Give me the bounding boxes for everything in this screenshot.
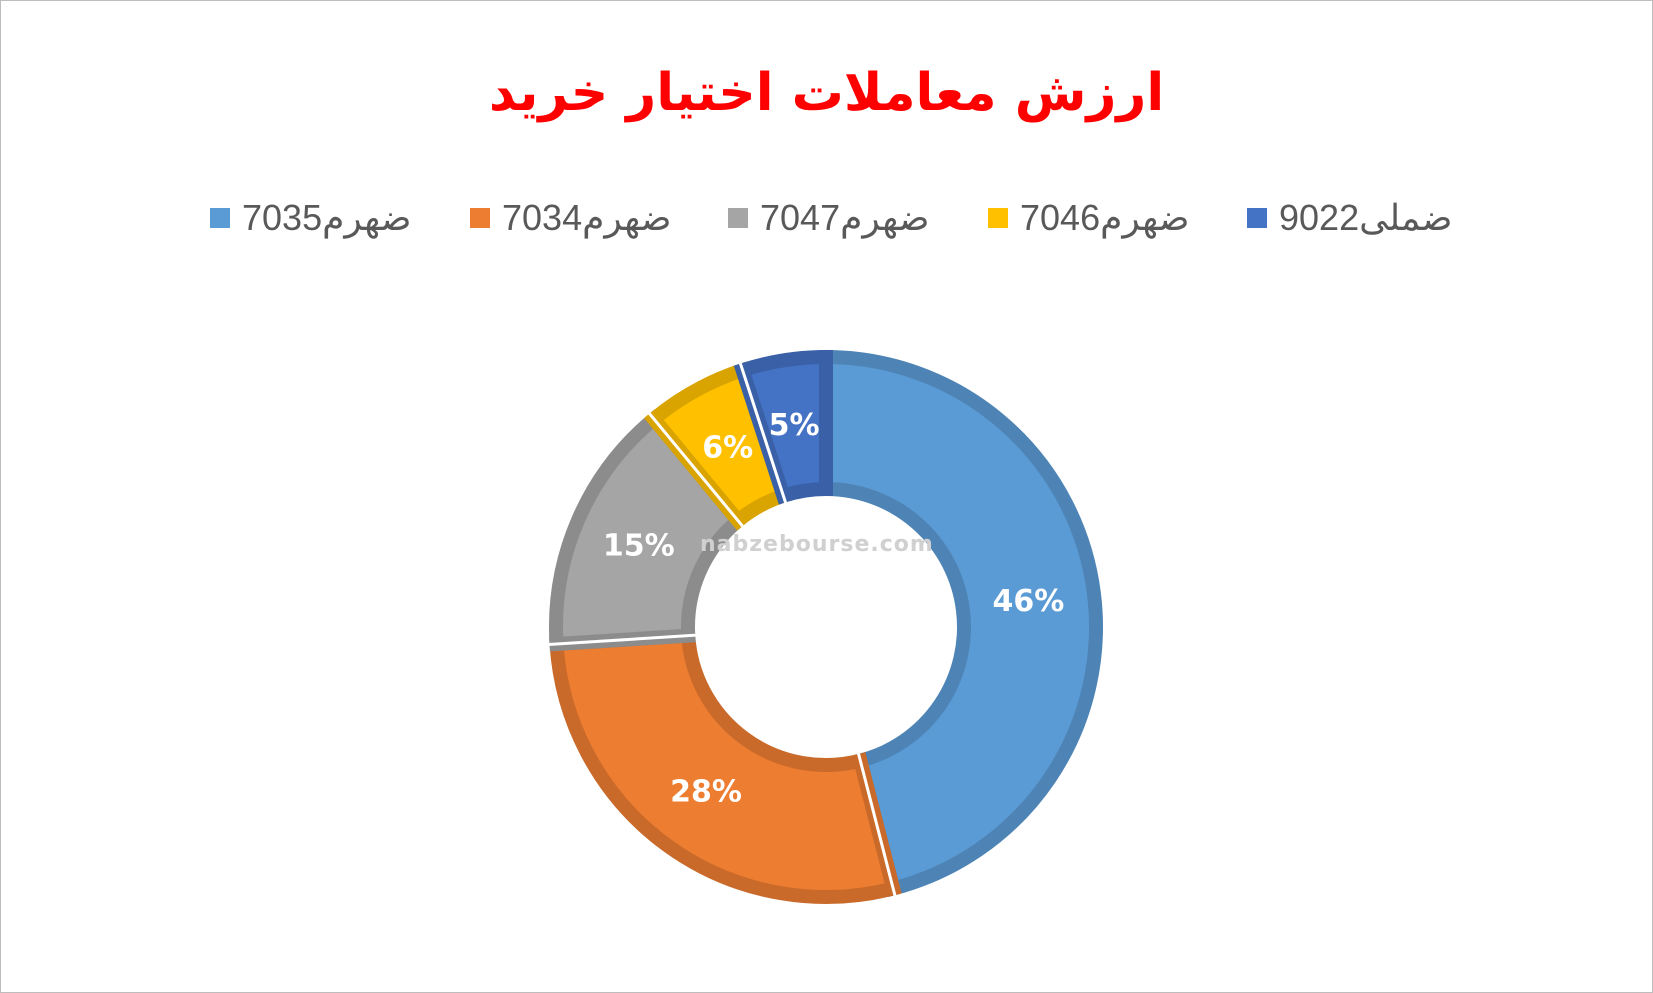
- data-label-5: 5%: [769, 408, 820, 443]
- data-label-2: 28%: [670, 775, 742, 810]
- slice-separator-4: [647, 411, 745, 528]
- legend-swatch-4: [988, 208, 1008, 228]
- data-label-4: 6%: [702, 431, 753, 466]
- legend-label-4: ضهرم7046: [1020, 197, 1190, 238]
- donut-slice-2: [549, 628, 902, 904]
- legend-swatch-2: [470, 208, 490, 228]
- legend-swatch-1: [210, 208, 230, 228]
- legend-item-4: ضهرم7046: [988, 196, 1189, 240]
- chart-title: ارزش معاملات اختیار خرید: [488, 63, 1165, 123]
- slice-separator-2: [856, 752, 897, 897]
- legend-label-5: ضملی9022: [1279, 197, 1453, 238]
- data-label-1: 46%: [992, 584, 1064, 619]
- legend-item-1: ضهرم7035: [210, 196, 411, 240]
- legend-swatch-3: [728, 208, 748, 228]
- legend-label-1: ضهرم7035: [242, 197, 412, 238]
- watermark-text: nabzebourse.com: [700, 532, 934, 557]
- data-label-3: 15%: [603, 528, 675, 563]
- donut-slice-5: [733, 349, 833, 505]
- legend-swatch-5: [1247, 208, 1267, 228]
- legend-label-2: ضهرم7034: [502, 197, 672, 238]
- donut-slice-1: [819, 349, 1103, 898]
- slice-separator-3: [548, 633, 697, 646]
- legend-item-3: ضهرم7047: [728, 196, 929, 240]
- legend-item-2: ضهرم7034: [470, 196, 671, 240]
- legend-item-5: ضملی9022: [1247, 196, 1452, 240]
- legend-label-3: ضهرم7047: [760, 197, 930, 238]
- slice-separator-5: [738, 362, 788, 504]
- chart-legend: ضهرم7035 ضهرم7034 ضهرم7047 ضهرم7046 ضملی…: [0, 196, 1653, 240]
